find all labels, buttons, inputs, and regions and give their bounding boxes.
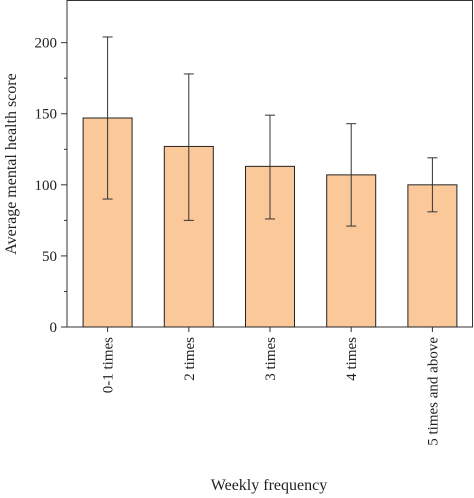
x-axis-title: Weekly frequency [211, 477, 327, 494]
y-tick-label: 50 [42, 249, 57, 265]
x-tick-label: 2 times [182, 337, 198, 381]
y-tick-label: 100 [35, 178, 58, 194]
plot-area: 0 50 100 150 200 0-1 times 2 times 3 times 4 tim… [35, 0, 473, 446]
y-tick-label: 200 [35, 36, 58, 52]
y-axis-title: Average mental health score [3, 73, 20, 254]
x-tick-label: 0-1 times [101, 337, 117, 393]
x-tick-label: 5 times and above [425, 337, 441, 446]
y-tick-label: 150 [35, 107, 58, 123]
y-tick-label: 0 [50, 320, 58, 336]
x-tick-label: 3 times [263, 337, 279, 381]
x-tick-label: 4 times [344, 337, 360, 381]
